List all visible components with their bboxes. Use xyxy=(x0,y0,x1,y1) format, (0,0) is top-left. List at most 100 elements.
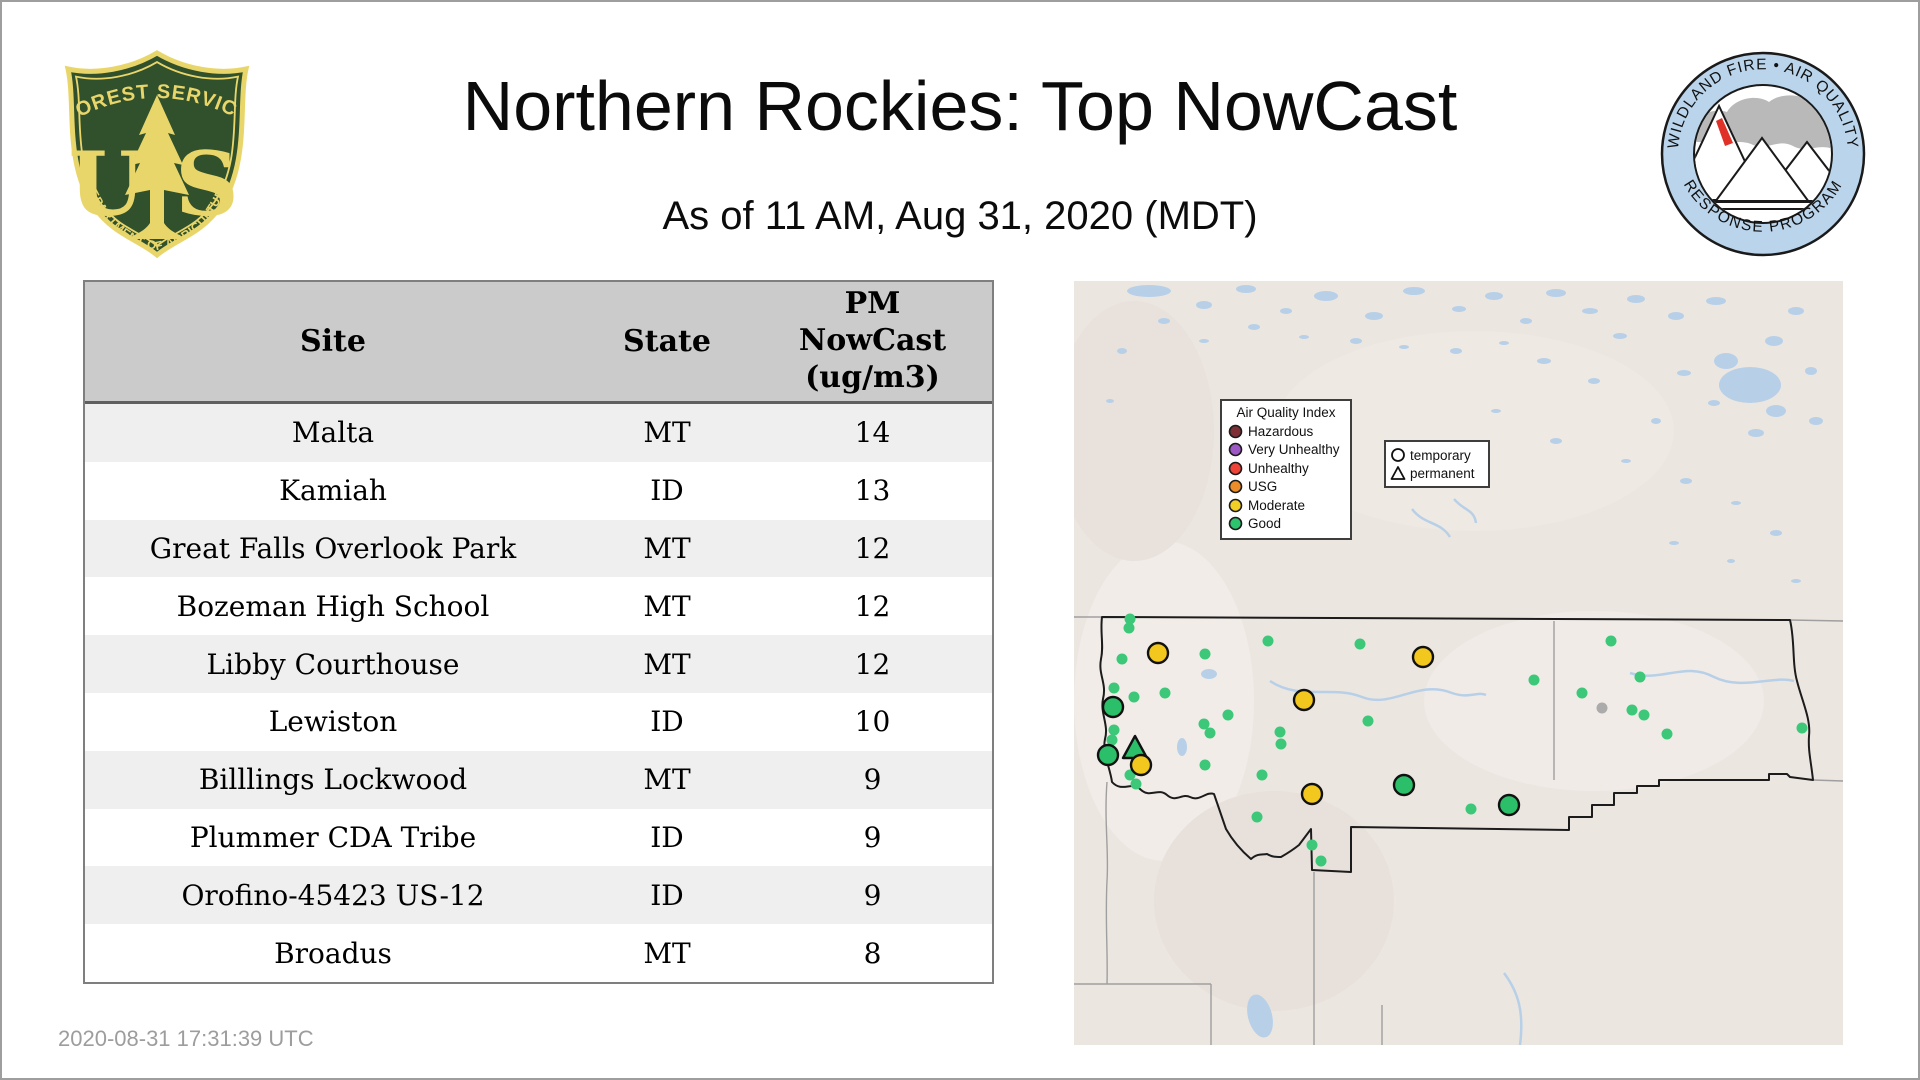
monitor-dot-good xyxy=(1204,727,1216,739)
site-type-temporary-label: temporary xyxy=(1410,447,1471,463)
monitor-dot-good xyxy=(1222,709,1234,721)
fire-streak-icon xyxy=(1716,118,1733,146)
monitor-dot-good xyxy=(1634,671,1646,683)
aqi-legend-item: Hazardous xyxy=(1228,422,1344,441)
rivers xyxy=(1269,498,1795,1045)
aqi-legend-item: Moderate xyxy=(1228,496,1344,515)
aqi-swatch-icon xyxy=(1228,498,1243,513)
monitor-circle-moderate xyxy=(1146,641,1170,665)
monitor-dot-good xyxy=(1528,674,1540,686)
pine-tree-icon xyxy=(125,95,189,239)
monitor-dot-good xyxy=(1262,635,1274,647)
site-cell: Bozeman High School xyxy=(176,589,490,623)
site-cell: Billlings Lockwood xyxy=(198,763,468,797)
aqi-swatch-icon xyxy=(1228,424,1243,439)
monitor-circle-moderate xyxy=(1411,645,1435,669)
hillshade xyxy=(1074,301,1764,1011)
page-title: Northern Rockies: Top NowCast xyxy=(462,67,1458,145)
site-cell: Lewiston xyxy=(268,705,398,739)
monitor-dot-good xyxy=(1796,722,1808,734)
site-cell: Orofino-45423 US-12 xyxy=(181,878,485,912)
monitor-dot-good xyxy=(1465,803,1477,815)
monitor-dot-good xyxy=(1661,728,1673,740)
table-row: Bozeman High School MT 12 xyxy=(85,577,992,636)
table-row: Billlings Lockwood MT 9 xyxy=(85,750,992,809)
column-header-pm-nowcast: PM NowCast (ug/m3) xyxy=(753,286,992,397)
monitor-dot-good xyxy=(1251,811,1263,823)
monitor-dot-good xyxy=(1108,682,1120,694)
aqi-legend-item: Good xyxy=(1228,515,1344,534)
aqi-legend-label: Moderate xyxy=(1248,497,1306,513)
site-type-permanent: permanent xyxy=(1390,464,1484,482)
monitor-dot-good xyxy=(1274,726,1286,738)
value-cell: 12 xyxy=(854,589,891,623)
monitor-dot-good xyxy=(1256,769,1268,781)
value-cell: 12 xyxy=(854,531,891,565)
generated-timestamp: 2020-08-31 17:31:39 UTC xyxy=(58,1026,314,1051)
aqi-legend-label: Unhealthy xyxy=(1248,460,1309,476)
table-row: Libby Courthouse MT 12 xyxy=(85,635,992,693)
state-cell: ID xyxy=(650,820,684,854)
monitor-dot-good xyxy=(1198,718,1210,730)
aqi-legend-item: USG xyxy=(1228,478,1344,497)
monitor-circle-good xyxy=(1392,773,1416,797)
table-row: Malta MT 14 xyxy=(85,404,992,462)
monitor-dot-good xyxy=(1605,635,1617,647)
nowcast-table: Site State PM NowCast (ug/m3) Malta MT 14 K… xyxy=(83,280,994,984)
permanent-triangle-icon xyxy=(1390,466,1406,480)
monitor-dot-good xyxy=(1199,759,1211,771)
monitor-dot-good xyxy=(1106,734,1118,746)
lakes xyxy=(1106,285,1823,1038)
aqi-swatch-icon xyxy=(1228,461,1243,476)
monitor-dot-good xyxy=(1159,687,1171,699)
monitor-markers xyxy=(1096,613,1808,867)
site-type-temporary: temporary xyxy=(1390,446,1484,464)
state-borders-gray xyxy=(1074,616,1843,1045)
forest-service-logo: FOREST SERVICE U S DEPARTMENT OF AGRICUL… xyxy=(52,42,250,259)
monitor-dot-good xyxy=(1576,687,1588,699)
monitor-circle-moderate xyxy=(1292,688,1316,712)
aqi-swatch-icon xyxy=(1228,516,1243,531)
temporary-circle-icon xyxy=(1391,448,1405,462)
site-cell: Libby Courthouse xyxy=(206,647,460,681)
value-cell: 9 xyxy=(863,763,882,797)
aqi-swatch-icon xyxy=(1228,442,1243,457)
state-cell: MT xyxy=(643,763,691,797)
state-cell: ID xyxy=(650,878,684,912)
monitor-dot-good xyxy=(1130,778,1142,790)
monitor-dot-good xyxy=(1638,709,1650,721)
wfaqrp-logo: WILDLAND FIRE • AIR QUALITY RESPONSE PRO… xyxy=(1660,51,1866,257)
value-cell: 12 xyxy=(854,647,891,681)
region-boundary xyxy=(1099,616,1814,873)
table-body: Malta MT 14 Kamiah ID 13 Great Falls Overlook … xyxy=(85,404,992,982)
value-cell: 10 xyxy=(854,705,891,739)
aqi-swatch-icon xyxy=(1228,479,1243,494)
table-row: Orofino-45423 US-12 ID 9 xyxy=(85,866,992,925)
state-cell: ID xyxy=(650,705,684,739)
state-cell: MT xyxy=(643,589,691,623)
monitor-dot-good xyxy=(1362,715,1374,727)
column-header-site: Site xyxy=(299,324,366,359)
monitor-dot-inactive xyxy=(1596,702,1608,714)
state-cell: MT xyxy=(643,647,691,681)
monitor-circle-good xyxy=(1101,695,1125,719)
table-row: Lewiston ID 10 xyxy=(85,692,992,751)
monitor-dot-good xyxy=(1626,704,1638,716)
site-type-legend: temporary permanent xyxy=(1384,440,1490,488)
table-row: Kamiah ID 13 xyxy=(85,461,992,520)
aqi-legend-label: USG xyxy=(1248,479,1278,495)
aqi-legend-label: Very Unhealthy xyxy=(1248,442,1340,458)
aqi-legend-item: Unhealthy xyxy=(1228,459,1344,478)
state-cell: MT xyxy=(643,531,691,565)
usfs-letter-s: S xyxy=(175,132,239,236)
monitor-dot-good xyxy=(1128,691,1140,703)
pm-header-line3: (ug/m3) xyxy=(805,359,940,395)
table-header-row: Site State PM NowCast (ug/m3) xyxy=(85,282,992,404)
air-quality-map: Air Quality Index Hazardous Very Unhealth… xyxy=(1074,281,1843,1045)
column-header-state: State xyxy=(623,324,711,359)
monitor-dot-good xyxy=(1306,839,1318,851)
site-cell: Kamiah xyxy=(279,474,387,508)
value-cell: 14 xyxy=(854,416,891,450)
site-type-permanent-label: permanent xyxy=(1410,465,1475,481)
